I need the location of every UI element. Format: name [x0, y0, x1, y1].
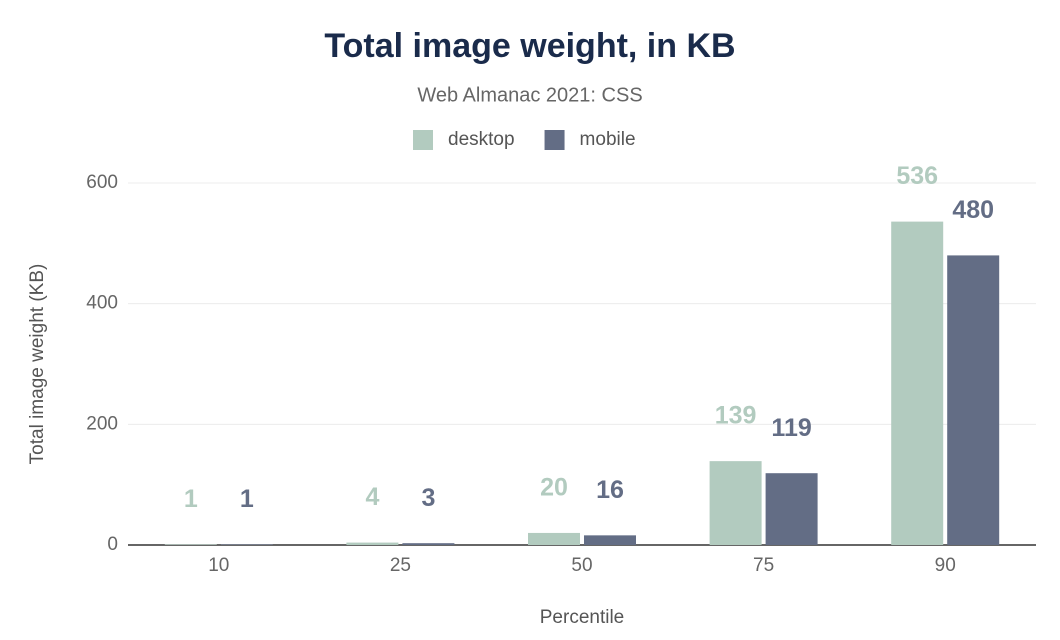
x-tick-label: 90 — [935, 555, 956, 576]
bar — [765, 473, 818, 545]
value-label: 536 — [896, 162, 938, 190]
bar — [528, 532, 580, 545]
legend-swatch — [544, 130, 565, 150]
legend-label: mobile — [580, 129, 636, 150]
y-tick-label: 0 — [107, 534, 118, 555]
x-axis-label: Percentile — [540, 607, 625, 628]
value-label: 1 — [240, 485, 254, 513]
value-label: 139 — [715, 402, 757, 430]
x-tick-label: 75 — [753, 555, 774, 576]
bar — [709, 461, 762, 545]
y-tick-label: 200 — [86, 413, 118, 434]
chart-title: Total image weight, in KB — [324, 27, 735, 65]
bar — [947, 255, 1000, 545]
x-tick-label: 25 — [390, 555, 411, 576]
bar — [584, 535, 636, 545]
bar — [164, 544, 217, 545]
y-tick-label: 600 — [86, 172, 118, 193]
value-label: 1 — [184, 485, 198, 513]
bar — [346, 542, 399, 545]
legend-label: desktop — [448, 129, 515, 150]
legend-swatch — [413, 130, 433, 150]
value-label: 20 — [540, 474, 568, 502]
value-label: 16 — [596, 476, 624, 504]
value-label: 119 — [771, 414, 811, 442]
value-label: 3 — [421, 484, 435, 512]
bar — [402, 543, 455, 545]
bar — [220, 544, 273, 545]
bar — [891, 221, 944, 545]
chart-subtitle: Web Almanac 2021: CSS — [417, 84, 642, 106]
y-axis-label: Total image weight (KB) — [27, 264, 48, 465]
value-label: 480 — [952, 196, 994, 224]
x-tick-label: 10 — [208, 555, 229, 576]
y-tick-label: 400 — [86, 293, 118, 314]
x-tick-label: 50 — [571, 555, 592, 576]
value-label: 4 — [365, 483, 379, 511]
